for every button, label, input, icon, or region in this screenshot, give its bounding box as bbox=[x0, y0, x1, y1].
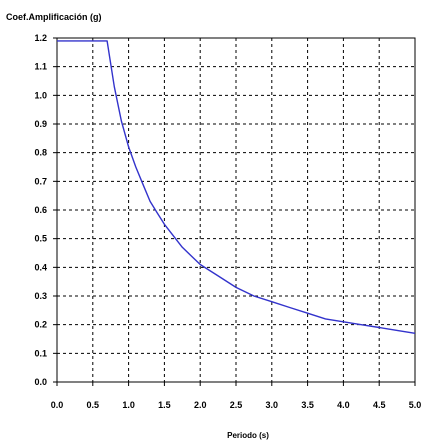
y-axis-label: Coef.Amplificación (g) bbox=[6, 12, 102, 22]
axes bbox=[53, 37, 416, 386]
x-tick-label: 2.0 bbox=[194, 400, 207, 410]
y-tick-label: 0.9 bbox=[34, 119, 47, 129]
x-tick-label: 3.5 bbox=[301, 400, 314, 410]
x-tick-label: 3.0 bbox=[266, 400, 279, 410]
y-tick-label: 0.2 bbox=[34, 320, 47, 330]
x-tick-label: 0.0 bbox=[51, 400, 64, 410]
grid bbox=[57, 38, 415, 382]
x-axis-label: Periodo (s) bbox=[227, 431, 269, 440]
y-tick-label: 0.3 bbox=[34, 291, 47, 301]
y-tick-label: 0.7 bbox=[34, 176, 47, 186]
y-tick-label: 1.2 bbox=[34, 33, 47, 43]
y-tick-label: 0.5 bbox=[34, 234, 47, 244]
x-tick-label: 2.5 bbox=[230, 400, 243, 410]
series-line bbox=[57, 40, 416, 334]
x-tick-label: 4.5 bbox=[373, 400, 386, 410]
y-ticks: 0.0 0.1 0.2 0.3 0.4 0.5 0.6 0.7 0.8 0.9 1.0 1.1 1.2 bbox=[34, 33, 47, 387]
x-ticks: 0.0 0.5 1.0 1.5 2.0 2.5 3.0 3.5 4.0 4.5 5.0 bbox=[51, 400, 422, 410]
plot-frame bbox=[56, 37, 416, 383]
x-tick-label: 0.5 bbox=[87, 400, 100, 410]
x-tick-label: 1.5 bbox=[158, 400, 171, 410]
x-tick-label: 4.0 bbox=[337, 400, 350, 410]
y-tick-label: 0.6 bbox=[34, 205, 47, 215]
x-tick-label: 1.0 bbox=[122, 400, 135, 410]
y-tick-label: 0.0 bbox=[34, 377, 47, 387]
y-tick-label: 1.0 bbox=[34, 90, 47, 100]
y-tick-label: 0.8 bbox=[34, 148, 47, 158]
y-tick-label: 0.1 bbox=[34, 348, 47, 358]
y-tick-label: 1.1 bbox=[34, 62, 47, 72]
series bbox=[57, 40, 416, 334]
x-tick-label: 5.0 bbox=[409, 400, 422, 410]
y-tick-label: 0.4 bbox=[34, 262, 47, 272]
